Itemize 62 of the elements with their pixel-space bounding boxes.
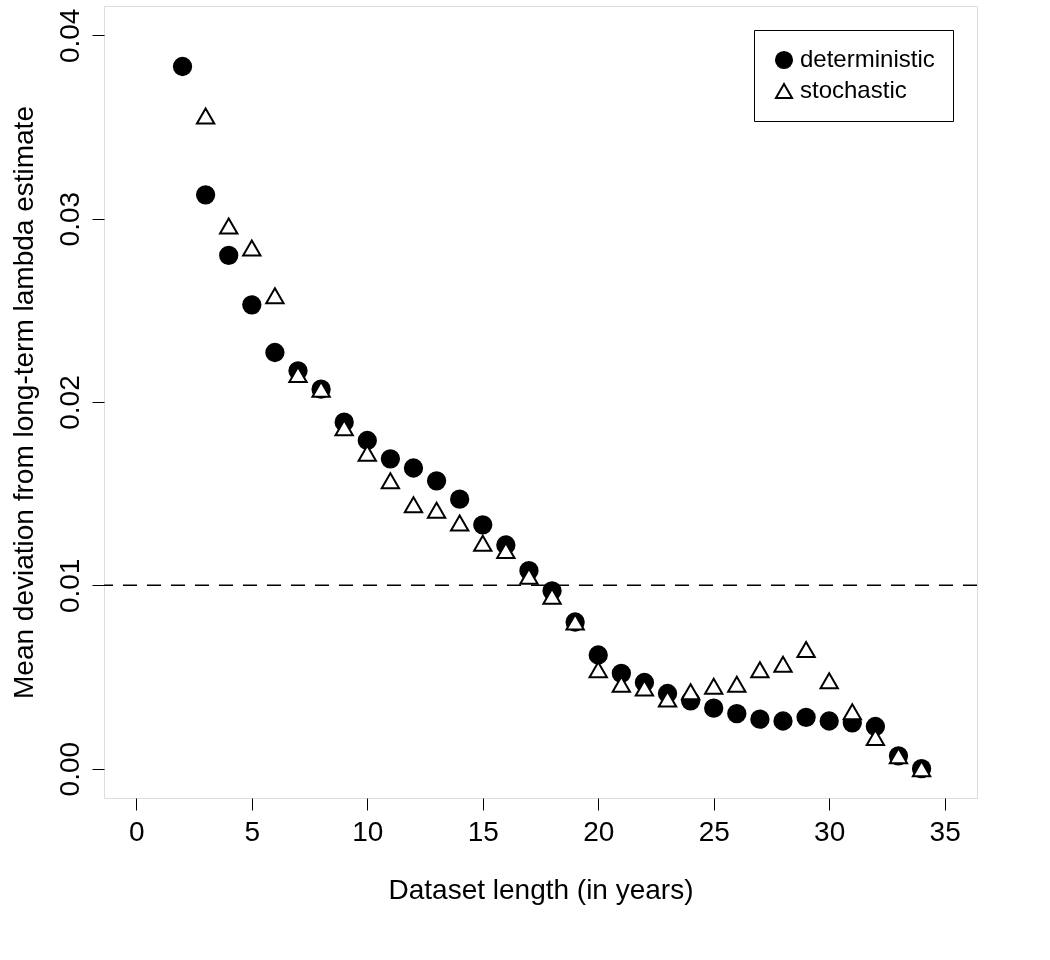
point: [496, 542, 516, 559]
point: [265, 342, 285, 363]
x-tick-label: 10: [352, 815, 384, 847]
y-tick-label: 0.04: [53, 8, 85, 64]
point: [403, 496, 424, 514]
point: [450, 514, 470, 532]
point: [519, 567, 539, 585]
point: [219, 245, 239, 265]
legend-label: stochastic: [800, 76, 907, 103]
point: [704, 677, 724, 695]
point: [680, 683, 701, 701]
x-tick-label: 35: [929, 815, 961, 847]
point: [219, 217, 239, 235]
point: [727, 675, 747, 693]
point: [542, 587, 562, 605]
y-tick-label: 0.03: [53, 191, 85, 247]
point: [704, 698, 724, 718]
point: [195, 107, 216, 125]
x-tick-label: 5: [244, 815, 261, 847]
y-tick-label: 0.00: [53, 741, 85, 797]
point: [450, 489, 470, 509]
y-tick-label: 0.01: [53, 558, 85, 614]
point: [473, 515, 493, 535]
y-tick-label: 0.02: [53, 375, 85, 430]
point: [750, 661, 770, 679]
point: [796, 641, 816, 658]
point: [634, 679, 655, 697]
point: [588, 645, 608, 665]
x-tick-label: 15: [467, 815, 499, 847]
point: [819, 672, 839, 690]
x-tick-label: 30: [814, 815, 846, 847]
point: [334, 419, 354, 437]
point: [195, 185, 216, 205]
point: [426, 471, 447, 491]
point: [773, 655, 793, 673]
legend-label: deterministic: [800, 45, 935, 72]
point: [426, 501, 447, 519]
point: [773, 711, 793, 731]
point: [796, 707, 816, 727]
point: [865, 729, 886, 746]
point: [242, 295, 262, 315]
point: [288, 366, 308, 383]
point: [750, 709, 770, 729]
x-axis-title: Dataset length (in years): [388, 873, 694, 905]
point: [657, 690, 678, 708]
point: [380, 472, 401, 490]
point: [380, 449, 401, 469]
point: [357, 444, 377, 462]
point: [727, 704, 747, 724]
point: [588, 661, 608, 679]
point: [357, 430, 377, 451]
point: [172, 56, 193, 77]
point: [265, 287, 285, 305]
point: [242, 239, 262, 257]
point: [842, 703, 862, 721]
point: [473, 534, 493, 552]
x-tick-label: 0: [129, 815, 145, 847]
point: [403, 458, 424, 478]
point: [819, 711, 839, 731]
x-tick-label: 20: [583, 815, 615, 847]
x-tick-label: 25: [698, 815, 730, 847]
y-axis-title: Mean deviation from long-term lambda estimate: [7, 106, 39, 699]
